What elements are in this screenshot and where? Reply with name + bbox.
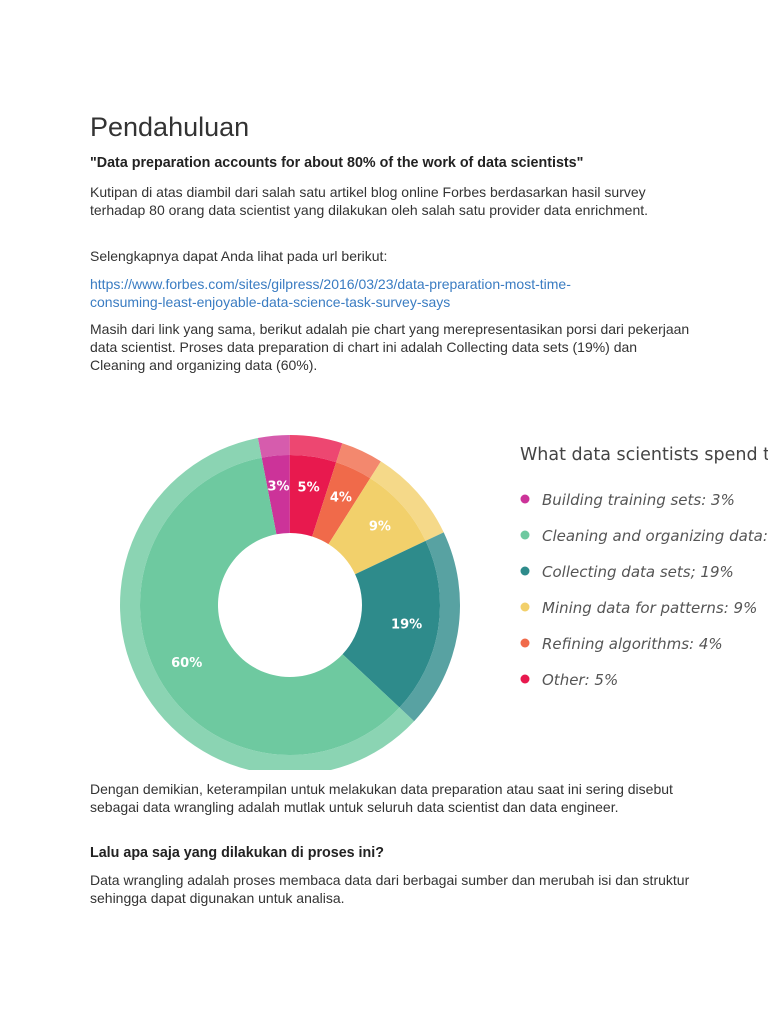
section-question: Lalu apa saja yang dilakukan di proses i…	[90, 845, 384, 861]
paragraph-chart-intro: Masih dari link yang sama, berikut adala…	[90, 321, 690, 373]
slice-rim-refining-algorithms	[336, 443, 381, 479]
paragraph-intro: Kutipan di atas diambil dari salah satu …	[90, 184, 649, 218]
slice-rim-mining-data-for-patterns	[370, 461, 444, 541]
slice-collecting-data-sets	[342, 540, 441, 708]
slice-label-cleaning-and-organizing-data: 60%	[171, 656, 202, 671]
quote-text: "Data preparation accounts for about 80%…	[90, 155, 584, 171]
source-link-line-1: https://www.forbes.com/sites/gilpress/20…	[90, 276, 571, 292]
slice-rim-cleaning-and-organizing-data	[120, 438, 415, 770]
slice-label-mining-data-for-patterns: 9%	[369, 520, 391, 535]
slice-other	[289, 454, 337, 537]
donut-chart: 3% 5% 4% 9% 19% 60% What data scientists spen…	[90, 385, 768, 770]
legend-label-2: Collecting data sets; 19%	[542, 563, 734, 581]
chart-figure: 3% 5% 4% 9% 19% 60% What data scientists spen…	[90, 385, 768, 770]
legend-label-3: Mining data for patterns: 9%	[542, 599, 757, 617]
legend-label-5: Other: 5%	[542, 671, 618, 689]
slice-rim-collecting-data-sets	[399, 532, 460, 722]
slice-label-collecting-data-sets: 19%	[391, 617, 422, 632]
legend-marker-2	[520, 566, 530, 576]
slice-building-training-sets	[261, 455, 290, 535]
legend-label-4: Refining algorithms: 4%	[542, 635, 723, 653]
chart-title: What data scientists spend th	[520, 445, 768, 465]
slice-rim-building-training-sets	[257, 435, 290, 458]
source-link-block: https://www.forbes.com/sites/gilpress/20…	[90, 275, 690, 311]
legend-label-0: Building training sets: 3%	[542, 491, 735, 509]
paragraph-see-more: Selengkapnya dapat Anda lihat pada url b…	[90, 248, 388, 264]
source-link-line-2: consuming-least-enjoyable-data-science-t…	[90, 294, 451, 310]
legend-marker-3	[520, 602, 530, 612]
slice-refining-algorithms	[312, 462, 371, 545]
legend-marker-1	[520, 530, 530, 540]
paragraph-definition: Data wrangling adalah proses membaca dat…	[90, 872, 690, 906]
paragraph-conclusion: Dengan demikian, keterampilan untuk mela…	[90, 781, 673, 815]
slice-rim-other	[289, 434, 343, 463]
legend-marker-5	[520, 674, 530, 684]
slice-mining-data-for-patterns	[328, 478, 426, 575]
source-link[interactable]: https://www.forbes.com/sites/gilpress/20…	[90, 276, 571, 310]
slice-label-refining-algorithms: 4%	[330, 490, 352, 505]
legend-label-1: Cleaning and organizing data: 60%	[542, 527, 768, 545]
slice-label-building-training-sets: 3%	[267, 480, 289, 495]
slice-cleaning-and-organizing-data	[140, 457, 400, 755]
legend-marker-0	[520, 494, 530, 504]
slice-label-other: 5%	[298, 480, 320, 495]
legend-marker-4	[520, 638, 530, 648]
page-title: Pendahuluan	[90, 112, 250, 142]
